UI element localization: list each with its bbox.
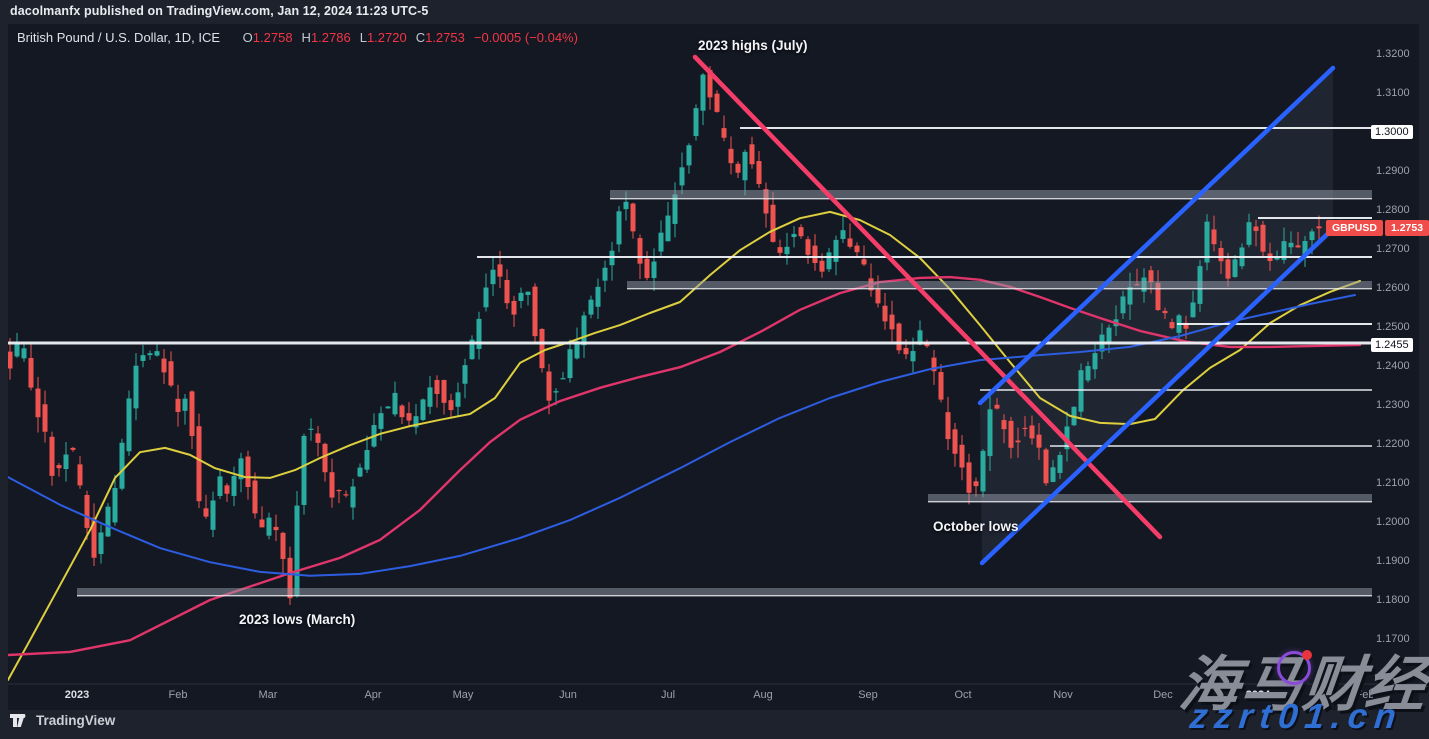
tradingview-logo-icon [10, 714, 26, 727]
price-tick-label: 1.3100 [1376, 87, 1410, 99]
ohlc-value: 1.2720 [366, 30, 407, 45]
time-tick-label: May [452, 689, 474, 701]
annotation-october-lows[interactable]: October lows [933, 519, 1019, 534]
price-level-label: 1.2455 [1371, 338, 1413, 352]
tradingview-brand-label: TradingView [36, 713, 116, 728]
time-tick-label: Apr [364, 689, 382, 701]
ohlc-key: C [415, 30, 426, 45]
price-tick-label: 1.2600 [1376, 282, 1410, 294]
time-tick-label: Aug [753, 689, 773, 701]
symbol-title[interactable]: British Pound / U.S. Dollar, 1D, ICE [17, 30, 221, 45]
channel-fill [980, 68, 1333, 563]
time-tick-label: Feb [1355, 689, 1375, 701]
time-tick-label: 2023 [64, 689, 90, 701]
trendline-channel-lower[interactable] [979, 219, 1343, 566]
price-tick-label: 1.2800 [1376, 204, 1410, 216]
ohlc-key: O [242, 30, 253, 45]
annotation-2023-lows-march-[interactable]: 2023 lows (March) [239, 612, 356, 627]
support-resistance-levels[interactable] [8, 127, 1374, 597]
time-tick-label: Jul [660, 689, 676, 701]
price-tick-label: 1.1700 [1376, 633, 1410, 645]
trendline-downtrend-from-july-highs[interactable] [692, 54, 1163, 540]
ma-line-slow_blue [8, 294, 1356, 577]
trendline-channel-upper[interactable] [977, 65, 1336, 406]
price-tick-label: 1.2700 [1376, 243, 1410, 255]
price-tick-label: 1.2100 [1376, 477, 1410, 489]
price-tick-label: 1.2400 [1376, 360, 1410, 372]
ohlc-key: L [359, 30, 367, 45]
trendlines[interactable] [692, 54, 1343, 566]
price-tick-label: 1.3200 [1376, 48, 1410, 60]
time-tick-label: Nov [1053, 689, 1073, 701]
last-price-label: GBPUSD 1.2753 [1326, 220, 1429, 236]
time-tick-label: Feb [168, 689, 188, 701]
last-price-symbol: GBPUSD [1326, 220, 1383, 236]
annotation-2023-highs-july-[interactable]: 2023 highs (July) [698, 38, 808, 53]
price-tick-label: 1.2200 [1376, 438, 1410, 450]
price-tick-label: 1.2000 [1376, 516, 1410, 528]
time-tick-label: Oct [954, 689, 972, 701]
price-tick-label: 1.1900 [1376, 555, 1410, 567]
price-tick-label: 1.1800 [1376, 594, 1410, 606]
time-tick-label: Mar [258, 689, 278, 701]
price-level-label: 1.3000 [1371, 125, 1413, 139]
candles-series[interactable] [8, 66, 1322, 605]
time-tick-label: 2024 [1245, 689, 1271, 701]
ohlc-value: 1.2786 [310, 30, 351, 45]
time-tick-label: Dec [1153, 689, 1173, 701]
publish-attribution-bar: dacolmanfx published on TradingView.com,… [10, 4, 429, 18]
price-tick-label: 1.2500 [1376, 321, 1410, 333]
last-price-value: 1.2753 [1384, 220, 1429, 236]
price-tick-label: 1.2300 [1376, 399, 1410, 411]
time-tick-label: Jun [559, 689, 577, 701]
watermark-url-text: zzrt01.cn [1188, 697, 1405, 736]
ohlc-key: H [301, 30, 311, 45]
price-tick-label: 1.2900 [1376, 165, 1410, 177]
change-value: −0.0005 (−0.04%) [473, 30, 578, 45]
time-tick-label: Sep [858, 689, 878, 701]
symbol-header: British Pound / U.S. Dollar, 1D, ICE O1.… [17, 30, 578, 45]
ma-line-mid_pink [8, 275, 1362, 657]
ohlc-value: 1.2753 [425, 30, 465, 45]
tradingview-brand-link[interactable]: TradingView [10, 713, 115, 728]
ohlc-value: 1.2758 [252, 30, 293, 45]
watermark-badge-icon [1277, 650, 1312, 685]
